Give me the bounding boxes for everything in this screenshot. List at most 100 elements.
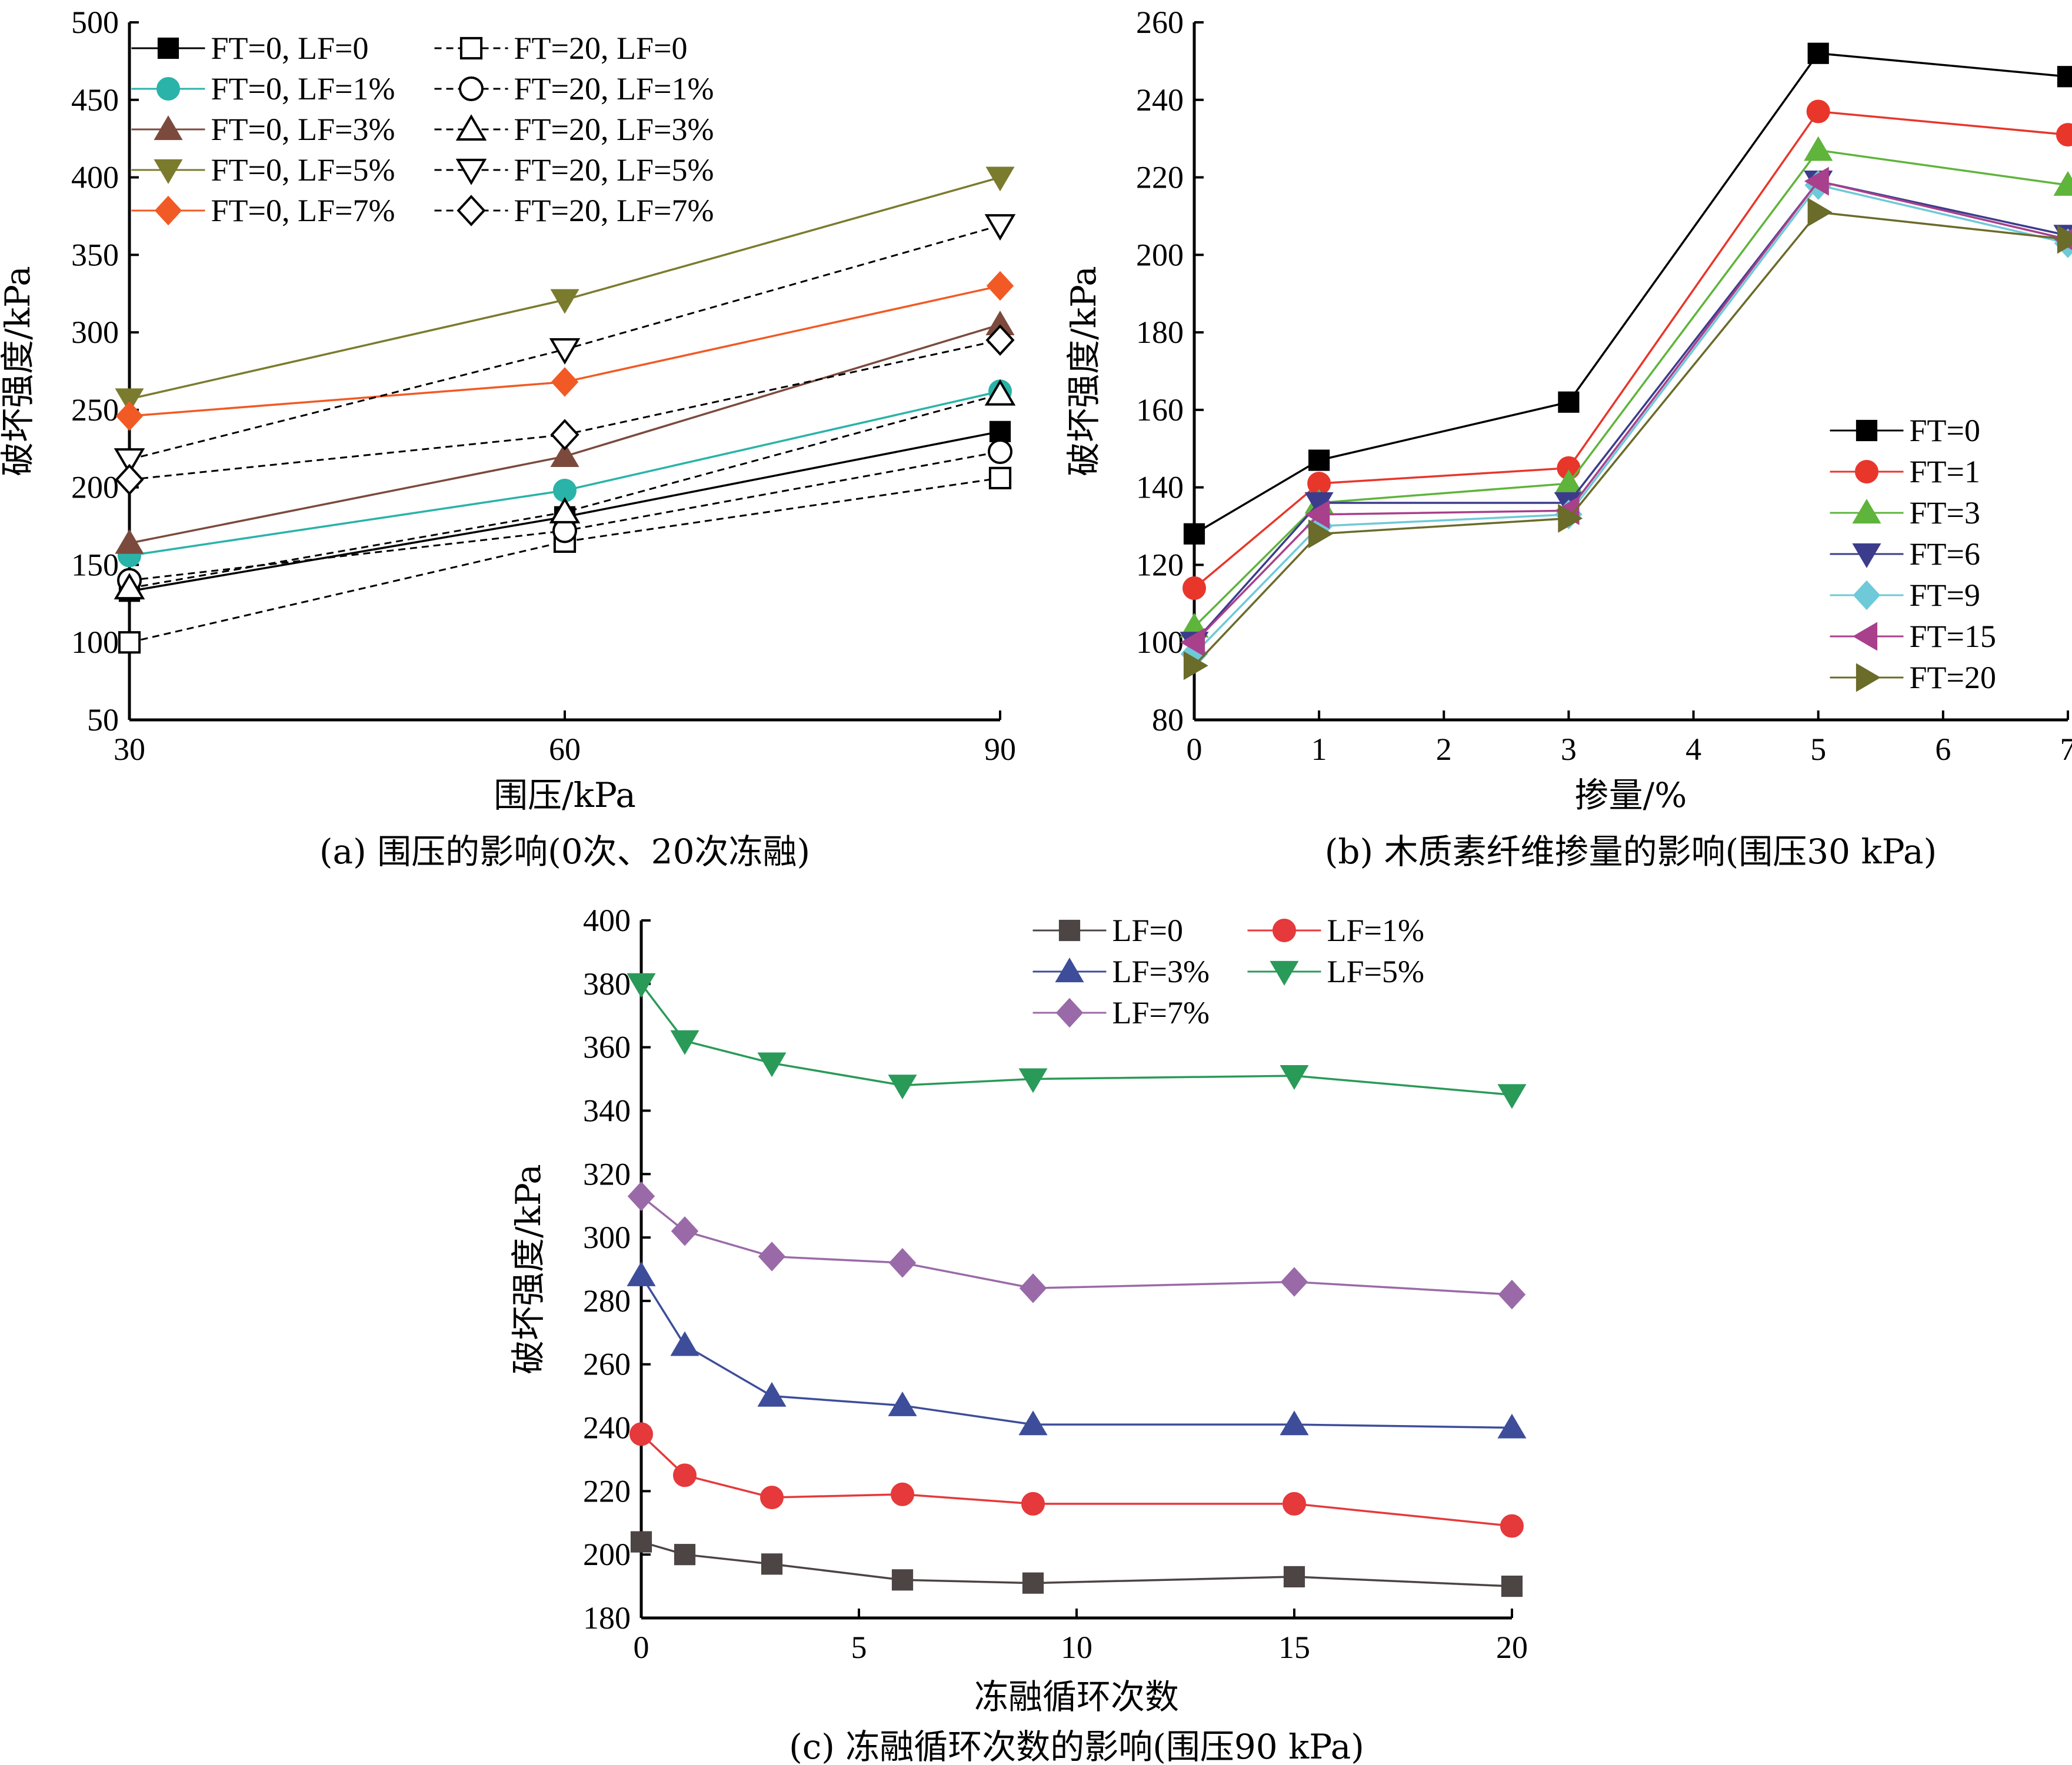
data-point: [1807, 198, 1833, 227]
legend-marker: [1856, 419, 1878, 442]
x-tick-label: 3: [1561, 732, 1577, 767]
chart-caption: (c) 冻融循环次数的影响(围压90 kPa): [789, 1727, 1364, 1765]
series-10: [115, 324, 1015, 496]
y-tick-label: 160: [1136, 392, 1184, 428]
data-point: [1183, 651, 1208, 680]
data-point: [989, 421, 1011, 442]
legend-item: LF=3%: [1032, 954, 1210, 989]
y-tick-label: 340: [583, 1093, 631, 1128]
data-point: [1280, 1065, 1309, 1090]
legend-marker: [455, 114, 487, 141]
data-point: [1282, 1492, 1306, 1516]
y-tick-label: 100: [1136, 625, 1184, 660]
y-tick-label: 140: [1136, 470, 1184, 505]
data-point: [1022, 1572, 1044, 1594]
legend-marker: [1855, 460, 1878, 483]
y-tick-label: 320: [583, 1156, 631, 1192]
data-point: [1807, 42, 1829, 64]
y-tick-label: 220: [1136, 160, 1184, 195]
y-tick-label: 220: [583, 1473, 631, 1509]
legend-label: FT=15: [1910, 619, 1996, 654]
series-line: [640, 1433, 1513, 1527]
data-point: [1021, 1492, 1045, 1516]
data-point: [1558, 391, 1580, 413]
legend-marker: [1852, 543, 1881, 568]
legend-marker: [1852, 499, 1881, 524]
y-tick-label: 260: [583, 1347, 631, 1382]
y-axis-title: 破坏强度/kPa: [0, 266, 38, 476]
data-point: [986, 271, 1014, 301]
legend-marker: [455, 158, 487, 185]
data-point: [888, 1391, 917, 1416]
data-point: [1804, 136, 1833, 161]
legend-label: FT=9: [1910, 578, 1980, 613]
data-point: [1305, 500, 1330, 529]
y-tick-label: 250: [71, 392, 119, 428]
legend-marker: [157, 37, 179, 59]
legend-item: FT=15: [1830, 619, 1996, 654]
legend-item: FT=20, LF=5%: [434, 152, 714, 188]
data-point: [985, 166, 1015, 192]
y-tick-label: 380: [583, 966, 631, 1002]
legend-label: LF=0: [1112, 913, 1183, 948]
legend-item: LF=5%: [1247, 954, 1424, 989]
series-2: [1182, 99, 2072, 600]
series-line: [1193, 180, 2068, 643]
series-8: [114, 379, 1016, 600]
y-tick-label: 260: [1136, 5, 1184, 40]
legend-label: FT=6: [1910, 536, 1980, 572]
legend-item: FT=20, LF=7%: [434, 193, 714, 228]
data-point: [760, 1486, 784, 1510]
data-point: [670, 1331, 699, 1356]
y-tick-label: 400: [71, 160, 119, 195]
legend-item: LF=0: [1032, 913, 1183, 948]
data-point: [550, 419, 579, 451]
data-point: [1497, 1084, 1527, 1109]
series-7: [1183, 198, 2072, 680]
data-point: [1280, 1267, 1308, 1297]
y-tick-label: 200: [71, 470, 119, 505]
data-point: [1018, 1410, 1048, 1436]
series-4: [115, 166, 1015, 413]
legend-label: FT=3: [1910, 495, 1980, 530]
legend: FT=0 FT=1 FT=3 FT=6 FT=9 FT=15 FT=20: [1830, 413, 1996, 695]
y-tick-label: 500: [71, 5, 119, 40]
data-point: [1498, 1279, 1526, 1310]
x-tick-label: 90: [984, 732, 1016, 767]
x-tick-label: 0: [1187, 732, 1202, 767]
data-point: [674, 1544, 696, 1566]
data-point: [114, 573, 145, 600]
legend-item: FT=20: [1830, 660, 1996, 695]
y-tick-label: 150: [71, 547, 119, 582]
data-point: [550, 442, 579, 468]
chart-c: 180 200 220 240 260 280 300 320 340 360 380 400 0 5 10…: [508, 903, 1528, 1765]
series-9: [114, 214, 1016, 475]
x-tick-label: 1: [1311, 732, 1327, 767]
series-2: [629, 1422, 1524, 1538]
data-point: [549, 338, 581, 365]
legend-item: LF=1%: [1247, 913, 1424, 948]
data-point: [115, 388, 144, 413]
legend-label: LF=7%: [1112, 995, 1210, 1030]
y-tick-label: 280: [583, 1283, 631, 1319]
legend-marker: [1853, 622, 1878, 651]
x-tick-label: 30: [114, 732, 145, 767]
data-point: [670, 1030, 699, 1055]
data-point: [1283, 1566, 1305, 1588]
y-tick-label: 450: [71, 82, 119, 118]
legend-marker: [1272, 919, 1296, 942]
data-point: [627, 973, 656, 998]
series-line: [640, 983, 1513, 1096]
legend-item: FT=3: [1830, 495, 1980, 530]
data-point: [1180, 628, 1205, 657]
legend-item: FT=20, LF=1%: [434, 71, 714, 106]
data-point: [1018, 1068, 1048, 1093]
data-point: [891, 1569, 914, 1591]
y-tick-label: 180: [583, 1600, 631, 1636]
data-point: [1280, 1410, 1309, 1436]
x-tick-label: 10: [1061, 1630, 1092, 1665]
legend-item: FT=0, LF=5%: [131, 152, 395, 188]
legend-label: FT=0, LF=7%: [211, 193, 395, 228]
y-tick-label: 240: [583, 1410, 631, 1446]
